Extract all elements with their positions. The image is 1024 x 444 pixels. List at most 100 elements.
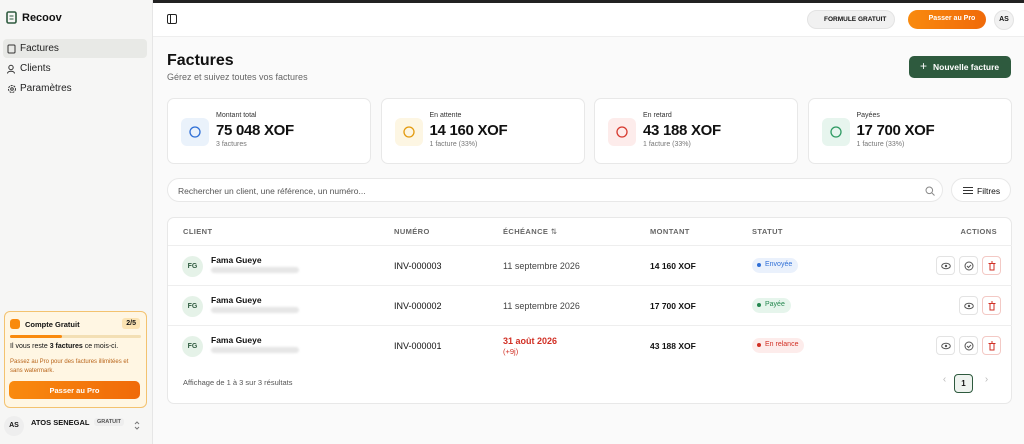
- status-badge: En relance: [752, 338, 805, 353]
- promo-title: Compte Gratuit: [25, 320, 80, 329]
- stat-icon: [608, 118, 636, 146]
- amount: 43 188 XOF: [650, 341, 696, 351]
- delete-button[interactable]: [982, 336, 1001, 355]
- amount: 17 700 XOF: [650, 301, 696, 311]
- button-label: Filtres: [977, 186, 1001, 196]
- nav-label: Paramètres: [20, 83, 72, 94]
- stat-card: En retard 43 188 XOF 1 facture (33%): [594, 98, 798, 164]
- topbar: FORMULE GRATUIT Passer au Pro AS: [153, 0, 1024, 37]
- client-email-redacted: [211, 267, 299, 273]
- plan-pill: FORMULE GRATUIT: [807, 10, 896, 29]
- mark-paid-button[interactable]: [959, 256, 978, 275]
- promo-card: Compte Gratuit 2/5 Il vous reste 3 factu…: [4, 311, 147, 408]
- client-avatar: FG: [182, 256, 203, 277]
- stat-icon: [181, 118, 209, 146]
- filters-button[interactable]: Filtres: [951, 178, 1011, 202]
- stat-label: Payées: [856, 112, 880, 119]
- promo-text: Passez au Pro pour des factures illimité…: [10, 359, 129, 374]
- stat-label: En retard: [643, 112, 672, 119]
- column-header: STATUT: [752, 227, 783, 236]
- column-header[interactable]: ÉCHÉANCE ⇅: [503, 227, 558, 236]
- invoice-number: INV-000002: [394, 301, 442, 311]
- sidebar: Recoov Factures Clients Paramètres Compt…: [0, 0, 153, 444]
- view-button[interactable]: [936, 336, 955, 355]
- stat-note: 1 facture (33%): [856, 141, 905, 148]
- avatar[interactable]: AS: [994, 10, 1014, 30]
- column-header: NUMÉRO: [394, 227, 430, 236]
- stat-note: 3 factures: [216, 141, 247, 148]
- invoice-number: INV-000001: [394, 341, 442, 351]
- avatar: AS: [4, 416, 24, 436]
- new-invoice-button[interactable]: + Nouvelle facture: [909, 56, 1011, 78]
- table-row: FG Fama Gueye INV-000002 11 septembre 2026 1…: [168, 285, 1012, 325]
- text: 3 factures: [49, 343, 83, 350]
- due-date: 11 septembre 2026: [503, 301, 580, 311]
- stat-card: Payées 17 700 XOF 1 facture (33%): [807, 98, 1012, 164]
- user-name: ATOS SENEGAL: [31, 418, 90, 427]
- column-header: MONTANT: [650, 227, 690, 236]
- nav-item[interactable]: Factures: [3, 39, 147, 58]
- promo-icon: [10, 319, 20, 329]
- status-badge: Envoyée: [752, 258, 799, 273]
- stat-value: 75 048 XOF: [216, 122, 294, 139]
- client-email-redacted: [211, 307, 299, 313]
- pagination-info: Affichage de 1 à 3 sur 3 résultats: [183, 378, 293, 387]
- nav-label: Clients: [20, 63, 51, 74]
- view-button[interactable]: [936, 256, 955, 275]
- client-name: Fama Gueye: [211, 295, 262, 305]
- brand: Recoov: [22, 12, 62, 24]
- client-avatar: FG: [182, 296, 203, 317]
- column-header: CLIENT: [183, 227, 213, 236]
- text: ÉCHÉANCE: [503, 227, 549, 236]
- stat-icon: [394, 118, 423, 146]
- stat-value: 17 700 XOF: [856, 122, 935, 139]
- table-row: FG Fama Gueye INV-000003 11 septembre 2026 1…: [168, 245, 1012, 285]
- column-header: ACTIONS: [960, 227, 997, 236]
- text: Il vous reste: [10, 343, 50, 350]
- delete-button[interactable]: [982, 296, 1001, 315]
- search-icon: [925, 186, 935, 196]
- plan-badge: GRATUIT: [94, 418, 125, 426]
- delete-button[interactable]: [982, 256, 1001, 275]
- due-date: 31 août 2026: [503, 336, 558, 346]
- due-date: 11 septembre 2026: [503, 261, 580, 271]
- mark-paid-button[interactable]: [959, 336, 978, 355]
- upgrade-button[interactable]: Passer au Pro: [908, 10, 986, 29]
- stat-value: 43 188 XOF: [643, 122, 721, 139]
- placeholder: Rechercher un client, une référence, un …: [178, 186, 366, 196]
- nav-item[interactable]: Clients: [3, 59, 147, 78]
- button-label: Nouvelle facture: [933, 62, 1000, 72]
- logo: [6, 11, 17, 24]
- promo-remaining: Il vous reste 3 factures ce mois-ci.: [10, 343, 118, 350]
- stat-label: En attente: [429, 112, 462, 119]
- stat-icon: [821, 118, 850, 146]
- page-subtitle: Gérez et suivez toutes vos factures: [167, 72, 308, 82]
- stat-note: 1 facture (33%): [643, 141, 691, 148]
- progress: [10, 335, 141, 338]
- stat-note: 1 facture (33%): [429, 141, 478, 148]
- nav-label: Factures: [20, 43, 59, 54]
- toggle-sidebar[interactable]: [167, 14, 177, 24]
- invoice-number: INV-000003: [394, 261, 442, 271]
- client-avatar: FG: [182, 336, 203, 357]
- view-button[interactable]: [959, 296, 978, 315]
- nav-item[interactable]: Paramètres: [3, 79, 147, 98]
- promo-count: 2/5: [122, 318, 140, 329]
- prev-page[interactable]: ‹: [942, 374, 947, 385]
- page-title: Factures: [167, 52, 234, 69]
- search-input[interactable]: Rechercher un client, une référence, un …: [167, 178, 943, 202]
- next-page[interactable]: ›: [984, 374, 989, 385]
- amount: 14 160 XOF: [650, 261, 696, 271]
- overdue-days: (+9j): [503, 347, 519, 356]
- text: ce mois-ci.: [82, 343, 119, 350]
- chevron[interactable]: [134, 421, 140, 430]
- status-badge: Payée: [752, 298, 791, 313]
- stat-card: En attente 14 160 XOF 1 facture (33%): [380, 98, 585, 164]
- page-button[interactable]: 1: [954, 374, 973, 393]
- upgrade-button[interactable]: Passer au Pro: [9, 381, 140, 399]
- stat-card: Montant total 75 048 XOF 3 factures: [167, 98, 371, 164]
- table-row: FG Fama Gueye INV-000001 31 août 2026 (+9j) 4…: [168, 325, 1012, 365]
- client-name: Fama Gueye: [211, 335, 262, 345]
